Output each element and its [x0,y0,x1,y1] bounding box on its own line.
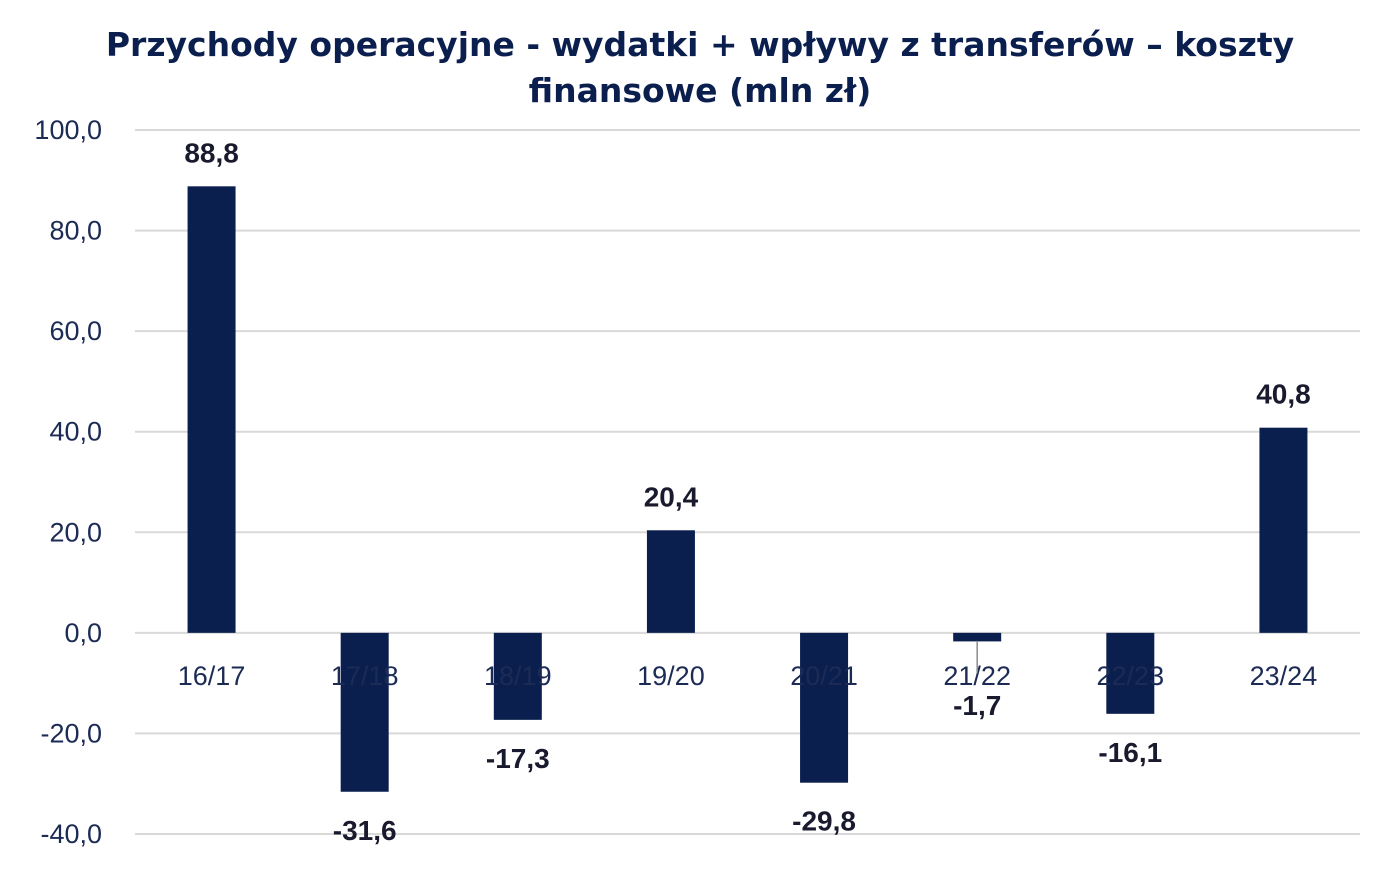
data-label: -1,7 [953,690,1001,721]
y-axis-ticks: 100,0 80,0 60,0 40,0 20,0 0,0 -20,0 -40,0 [34,115,102,849]
data-label: 40,8 [1256,379,1311,410]
x-tick-label: 23/24 [1250,661,1318,691]
data-label: -29,8 [792,806,856,837]
y-tick-label: 80,0 [49,216,102,246]
x-tick-label: 17/18 [331,661,399,691]
data-label: -17,3 [486,743,550,774]
y-tick-label: 20,0 [49,517,102,547]
y-tick-label: 40,0 [49,417,102,447]
data-label: 88,8 [184,137,239,168]
chart-title-line-1: Przychody operacyjne - wydatki + wpływy … [105,25,1295,64]
x-tick-label: 22/23 [1097,661,1165,691]
bar [646,530,695,633]
x-axis-ticks: 16/17 17/18 18/19 19/20 20/21 21/22 22/23 23/24 [178,661,1317,691]
data-label: 20,4 [644,481,699,512]
data-label: -31,6 [333,815,397,846]
y-tick-label: -40,0 [40,819,102,849]
x-tick-label: 16/17 [178,661,246,691]
bar [493,632,542,720]
data-labels: 88,8 -31,6 -17,3 20,4 -29,8 -1,7 -16,1 40,8 [184,137,1310,845]
bar [800,632,849,783]
bar [953,632,1002,642]
y-tick-label: -20,0 [40,718,102,748]
x-tick-label: 20/21 [790,661,858,691]
chart-title: Przychody operacyjne - wydatki + wpływy … [100,22,1300,114]
x-tick-label: 19/20 [637,661,705,691]
x-tick-label: 18/19 [484,661,552,691]
gridlines [135,129,1360,835]
bar [187,186,236,633]
bar [1259,427,1308,633]
bars [187,186,1308,792]
y-tick-label: 0,0 [64,618,102,648]
y-tick-label: 100,0 [34,115,102,145]
y-tick-label: 60,0 [49,316,102,346]
bar [340,632,389,792]
chart-title-line-2: finansowe (mln zł) [528,71,872,110]
data-label: -16,1 [1098,737,1162,768]
bar [1106,632,1155,714]
